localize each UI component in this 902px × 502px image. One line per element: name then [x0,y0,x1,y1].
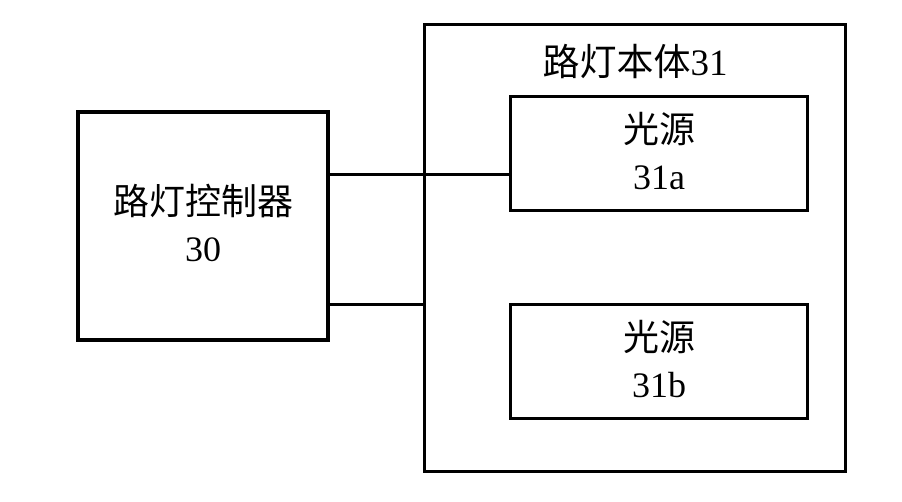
light-source-a-line1: 光源 [623,107,695,154]
light-source-b-box: 光源 31b [509,303,809,420]
controller-label-line1: 路灯控制器 [113,179,293,226]
light-source-a-label: 光源 31a [623,107,695,201]
light-source-b-line1: 光源 [623,315,695,362]
controller-label: 路灯控制器 30 [113,179,293,273]
light-source-b-label: 光源 31b [623,315,695,409]
controller-label-line2: 30 [113,226,293,273]
light-source-b-line2: 31b [623,362,695,409]
light-source-a-line2: 31a [623,154,695,201]
controller-box: 路灯控制器 30 [76,110,330,342]
streetlight-body-title: 路灯本体31 [426,40,844,88]
connector-controller-to-source-a [330,173,509,176]
light-source-a-box: 光源 31a [509,95,809,212]
connector-controller-to-body [330,303,424,306]
